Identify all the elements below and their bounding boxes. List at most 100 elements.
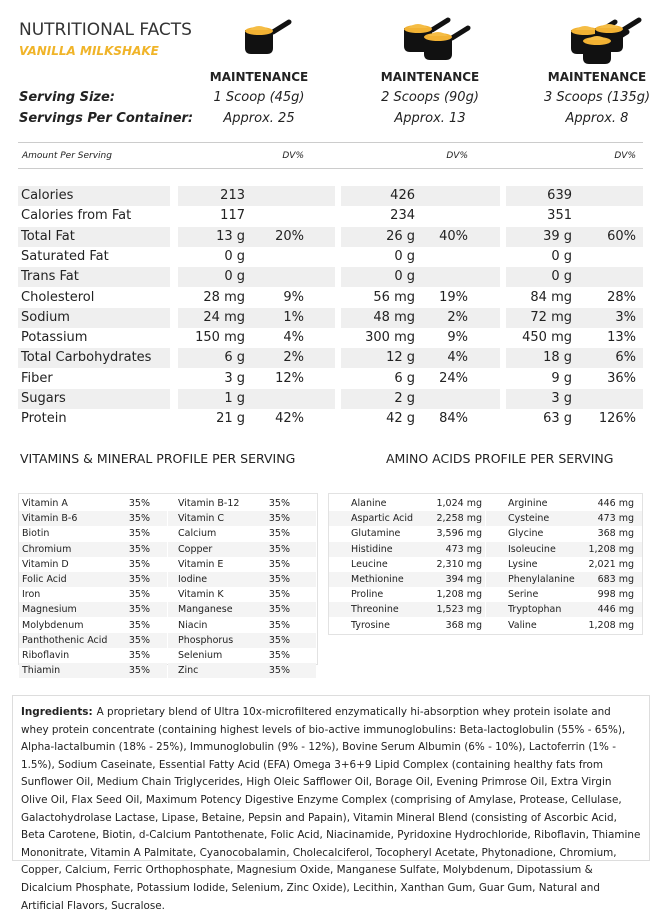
column-label: MAINTENANCE [209,70,309,84]
row-shade [19,541,167,557]
section-title: VITAMINS & MINERAL PROFILE PER SERVING [20,451,296,466]
title: NUTRITIONAL FACTS [19,20,192,40]
nutrient-name: Fiber [21,370,53,386]
nutrient-dv: 40% [439,228,468,244]
row-shade [178,267,335,288]
nutrient-name: Saturated Fat [21,248,109,264]
item-value: 446 mg [597,604,634,616]
row-shade [506,186,643,206]
rule [18,142,643,143]
item-value: 35% [128,634,150,646]
item-value: 35% [128,604,150,616]
row-shade [168,663,316,679]
item-name: Arginine [508,498,548,509]
nutrient-dv: 4% [283,330,304,346]
nutrient-amount: 0 g [551,269,572,285]
nutrient-name: Protein [21,411,67,427]
row-shade [19,572,167,587]
nutrient-dv: 9% [283,289,304,305]
row-shade [486,541,642,557]
column-label: MAINTENANCE [380,70,480,84]
row-shade [341,226,500,247]
nutrient-dv: 36% [607,370,636,386]
row-shade [168,632,316,648]
serving-size: 3 Scoops (135g) [543,90,651,105]
item-name: Vitamin K [178,589,224,601]
item-value: 35% [128,665,150,677]
nutrient-amount: 450 mg [522,330,572,346]
row-shade [178,226,335,247]
row-shade [506,226,643,247]
nutrient-amount: 42 g [386,411,415,427]
item-name: Chromium [22,543,72,555]
nutrient-amount: 0 g [224,248,245,264]
nutrient-name: Trans Fat [21,269,79,285]
nutrient-amount: 639 [547,188,572,203]
item-value: 35% [128,589,150,601]
item-value: 1,024 mg [436,498,482,509]
item-value: 35% [128,650,150,661]
item-value: 35% [128,574,150,585]
nutrient-amount: 18 g [543,350,572,366]
row-shade [506,389,643,409]
nutrient-name: Cholesterol [21,289,95,305]
item-value: 35% [268,498,290,509]
nutrient-dv: 2% [447,309,468,325]
nutrient-amount: 117 [220,208,245,224]
serving-size: 2 Scoops (90g) [381,90,479,105]
row-shade [341,186,500,206]
nutrient-dv: 6% [615,350,636,366]
row-shade [168,602,316,618]
nutrient-dv: 12% [275,370,304,386]
item-name: Vitamin E [178,558,224,570]
item-value: 35% [128,543,150,555]
row-shade [341,348,500,369]
item-name: Zinc [178,665,199,677]
nutrient-amount: 6 g [394,370,415,386]
item-name: Iodine [178,574,208,585]
nutrient-dv: 20% [275,228,304,244]
item-name: Niacin [178,619,208,631]
nutrient-amount: 21 g [216,411,245,427]
nutrient-dv: 1% [283,309,304,325]
row-shade [486,511,642,527]
row-shade [486,602,642,618]
item-name: Histidine [351,543,393,555]
item-value: 35% [268,619,290,631]
row-shade [178,389,335,409]
row-shade [19,632,167,648]
nutrient-dv: 28% [607,289,636,305]
row-shade [168,511,316,527]
item-name: Leucine [351,558,388,570]
table-box [328,493,643,635]
row-shade [341,267,500,288]
nutrient-name: Calories [21,188,74,203]
item-value: 473 mg [445,543,482,555]
item-name: Tryptophan [508,604,562,616]
row-shade [19,663,167,679]
item-value: 35% [268,634,290,646]
row-shade [178,307,335,328]
rule [18,168,643,169]
dv-header: DV% [614,151,636,161]
nutrient-dv: 60% [607,228,636,244]
row-shade [329,541,485,557]
amount-header: Amount Per Serving [22,151,112,161]
item-name: Copper [178,543,213,555]
row-shade [506,348,643,369]
item-value: 368 mg [445,619,482,631]
item-value: 998 mg [597,589,634,601]
nutrient-amount: 84 mg [530,289,572,305]
column-label: MAINTENANCE [547,70,647,84]
nutrient-amount: 6 g [224,350,245,366]
nutrient-dv: 4% [447,350,468,366]
item-name: Thiamin [22,665,61,677]
item-name: Valine [508,619,537,631]
nutrient-amount: 13 g [216,228,245,244]
dv-header: DV% [282,151,304,161]
nutrient-dv: 126% [598,411,636,427]
nutrient-name: Sodium [21,309,70,325]
item-value: 1,208 mg [436,589,482,601]
dv-header: DV% [446,151,468,161]
row-shade [341,307,500,328]
